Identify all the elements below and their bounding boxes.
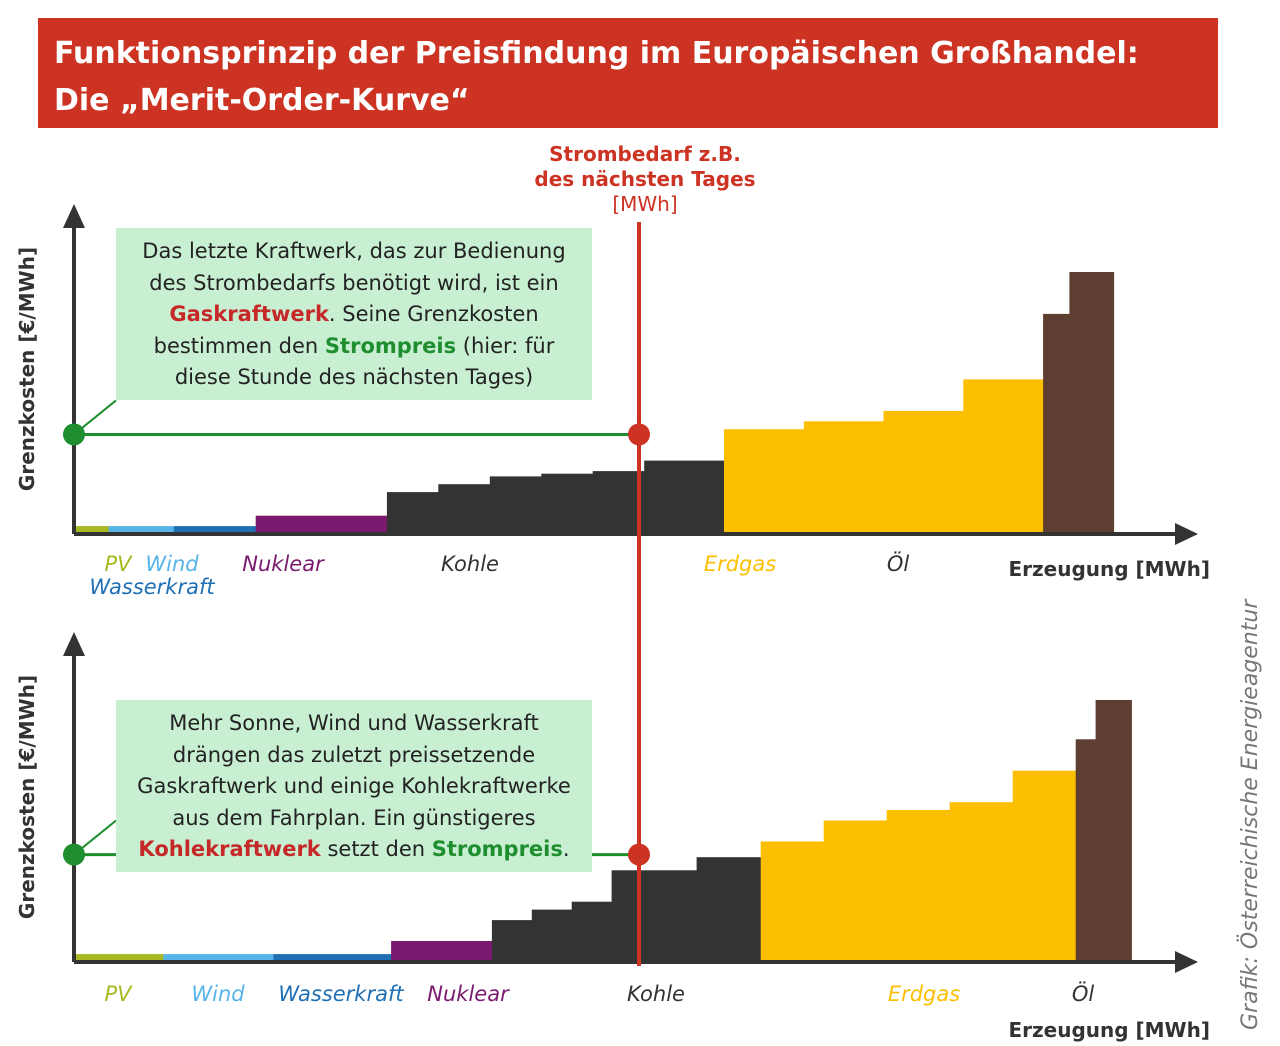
title-banner: Funktionsprinzip der Preisfindung im Eur… bbox=[38, 18, 1218, 128]
top-bar-kohle-1 bbox=[386, 492, 439, 534]
top-category-label-oel: Öl bbox=[887, 551, 910, 576]
top-category-label-wasserkraft: Wasserkraft bbox=[89, 575, 215, 599]
title-line-1: Funktionsprinzip der Preisfindung im Eur… bbox=[54, 36, 1139, 71]
bottom-y-axis-label: Grenzkosten [€/MWh] bbox=[15, 675, 39, 919]
top-bar-erdgas-3 bbox=[883, 410, 964, 534]
bottom-bar-erdgas-2 bbox=[823, 820, 888, 962]
top-note-text-2: . Seine Grenzkosten bestimmen den bbox=[153, 302, 539, 358]
bottom-bar-kohle-4 bbox=[611, 870, 698, 962]
top-x-axis-arrow bbox=[1175, 523, 1198, 545]
demand-label-line-2: des nächsten Tages bbox=[534, 167, 756, 191]
bottom-category-label-wind: Wind bbox=[191, 982, 245, 1006]
top-bar-erdgas-2 bbox=[803, 421, 885, 534]
top-category-label-erdgas: Erdgas bbox=[704, 552, 776, 576]
bottom-intersection-marker bbox=[628, 843, 650, 866]
top-explanation-box: Das letzte Kraftwerk, das zur Bedienung … bbox=[116, 228, 592, 400]
title-line-2: Die „Merit-Order-Kurve“ bbox=[54, 83, 470, 118]
bottom-bar-wasserkraft-1 bbox=[273, 954, 392, 962]
demand-label: Strombedarf z.B. des nächsten Tages [MWh… bbox=[520, 142, 770, 217]
top-category-label-kohle: Kohle bbox=[441, 552, 499, 576]
top-bar-pv-1 bbox=[74, 526, 110, 534]
bottom-bar-wind-1 bbox=[163, 954, 275, 962]
top-category-label-wind: Wind bbox=[145, 552, 199, 576]
top-price-marker bbox=[63, 423, 85, 446]
bottom-note-highlight-price: Strompreis bbox=[431, 837, 563, 861]
bottom-bar-erdgas-5 bbox=[1012, 770, 1077, 962]
top-intersection-marker bbox=[628, 423, 650, 446]
bottom-bar-kohle-2 bbox=[531, 909, 573, 962]
top-category-label-pv: PV bbox=[104, 552, 133, 576]
top-bar-wasserkraft-1 bbox=[173, 526, 257, 534]
top-category-label-nuklear: Nuklear bbox=[242, 552, 325, 576]
top-bar-oel-1 bbox=[1043, 313, 1070, 534]
bottom-bar-erdgas-1 bbox=[760, 841, 825, 962]
top-bar-kohle-6 bbox=[644, 460, 725, 534]
top-bar-oel-2 bbox=[1069, 272, 1115, 534]
bottom-note-text-3: . bbox=[562, 837, 570, 861]
top-y-axis-arrow bbox=[63, 204, 85, 228]
bottom-bar-kohle-5 bbox=[696, 857, 762, 962]
top-bar-kohle-5 bbox=[592, 471, 645, 534]
top-bar-kohle-2 bbox=[438, 484, 491, 534]
bottom-category-label-pv: PV bbox=[104, 982, 133, 1006]
bottom-x-axis-arrow bbox=[1175, 951, 1198, 973]
top-note-text-1: Das letzte Kraftwerk, das zur Bedienung … bbox=[142, 239, 566, 295]
bottom-bar-pv-1 bbox=[74, 954, 164, 962]
bottom-x-axis-label: Erzeugung [MWh] bbox=[1008, 1018, 1210, 1042]
bottom-category-label-wasserkraft: Wasserkraft bbox=[278, 982, 404, 1006]
demand-label-unit: [MWh] bbox=[612, 192, 678, 216]
top-note-text-3: (hier: für diese Stunde des nächsten Tag… bbox=[174, 333, 555, 390]
bottom-note-highlight-coal: Kohlekraftwerk bbox=[138, 837, 321, 861]
top-bar-wind-1 bbox=[108, 526, 175, 534]
top-bar-kohle-4 bbox=[541, 473, 594, 534]
bottom-bar-erdgas-4 bbox=[949, 802, 1014, 962]
top-y-axis-label: Grenzkosten [€/MWh] bbox=[15, 247, 39, 491]
bottom-explanation-box: Mehr Sonne, Wind und Wasserkraft drängen… bbox=[116, 700, 592, 872]
bottom-bar-oel-1 bbox=[1075, 739, 1097, 962]
bottom-bar-oel-2 bbox=[1095, 700, 1132, 962]
bottom-category-label-nuklear: Nuklear bbox=[427, 982, 510, 1006]
bottom-note-text-2: setzt den bbox=[320, 837, 432, 861]
bottom-category-label-kohle: Kohle bbox=[627, 982, 685, 1006]
top-bar-kohle-3 bbox=[489, 476, 542, 534]
top-note-highlight-price: Strompreis bbox=[324, 333, 457, 358]
bottom-y-axis-arrow bbox=[63, 632, 85, 656]
bottom-bar-kohle-1 bbox=[491, 920, 533, 962]
bottom-category-label-erdgas: Erdgas bbox=[888, 982, 960, 1006]
credit-text: Grafik: Österreichische Energieagentur bbox=[1238, 599, 1263, 1030]
bottom-bar-erdgas-3 bbox=[886, 810, 951, 962]
bottom-bar-kohle-3 bbox=[571, 901, 613, 962]
top-note-highlight-gas: Gaskraftwerk bbox=[169, 302, 329, 326]
top-bar-erdgas-4 bbox=[963, 379, 1044, 534]
demand-label-line-1: Strombedarf z.B. bbox=[549, 142, 741, 166]
bottom-note-text-1: Mehr Sonne, Wind und Wasserkraft drängen… bbox=[137, 711, 571, 830]
bottom-price-marker bbox=[63, 843, 85, 866]
bottom-bar-nuklear-1 bbox=[391, 941, 493, 962]
top-bar-erdgas-1 bbox=[724, 429, 805, 534]
bottom-category-label-oel: Öl bbox=[1072, 981, 1095, 1006]
top-x-axis-label: Erzeugung [MWh] bbox=[1008, 557, 1210, 581]
top-bar-nuklear-1 bbox=[255, 515, 388, 534]
